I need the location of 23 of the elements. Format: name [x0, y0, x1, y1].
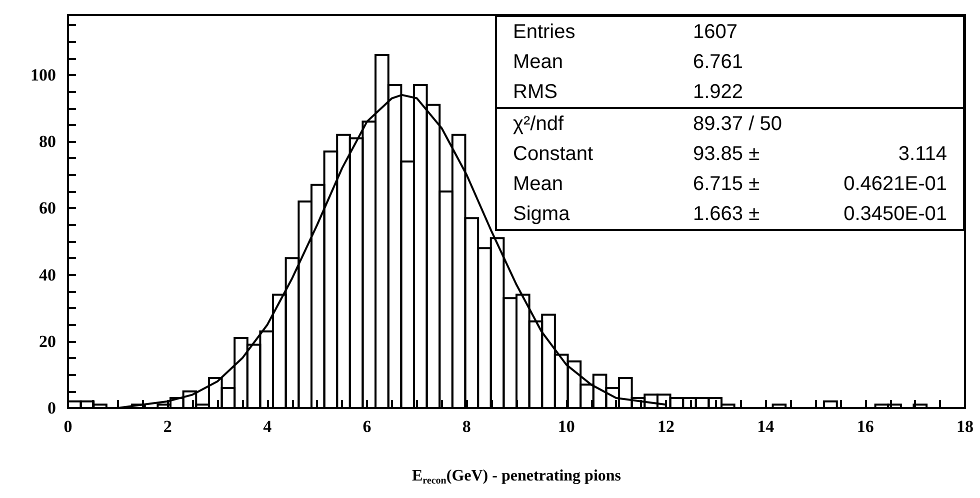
- x-tick-label: 6: [362, 417, 372, 436]
- x-tick-label: 2: [163, 417, 172, 436]
- y-tick-label: 20: [39, 332, 56, 351]
- x-tick-label: 0: [64, 417, 72, 436]
- x-tick-label: 18: [956, 417, 974, 436]
- x-tick-label: 14: [757, 417, 775, 436]
- x-tick-label: 10: [558, 417, 575, 436]
- y-tick-label: 0: [48, 398, 56, 418]
- x-tick-label: 4: [263, 417, 272, 436]
- x-tick-label: 8: [462, 417, 471, 436]
- y-tick-label: 80: [39, 132, 56, 152]
- text: Sigma 1.663 ± 0.3450E-01: [513, 203, 947, 225]
- x-tick-label: 12: [658, 417, 674, 436]
- text: Constant 93.85 ± 3.114: [513, 143, 947, 165]
- text: χ²/ndf 89.37 / 50: [513, 113, 782, 135]
- y-tick-label: 100: [30, 65, 56, 84]
- text: Entries 1607: [513, 21, 738, 43]
- y-tick-label: 40: [39, 265, 56, 284]
- text: RMS 1.922: [513, 81, 744, 103]
- y-tick-label: 60: [39, 198, 56, 218]
- text: Mean 6.761: [513, 51, 744, 73]
- text: Mean 6.715 ± 0.4621E-01: [513, 173, 947, 195]
- x-tick-label: 16: [856, 417, 874, 436]
